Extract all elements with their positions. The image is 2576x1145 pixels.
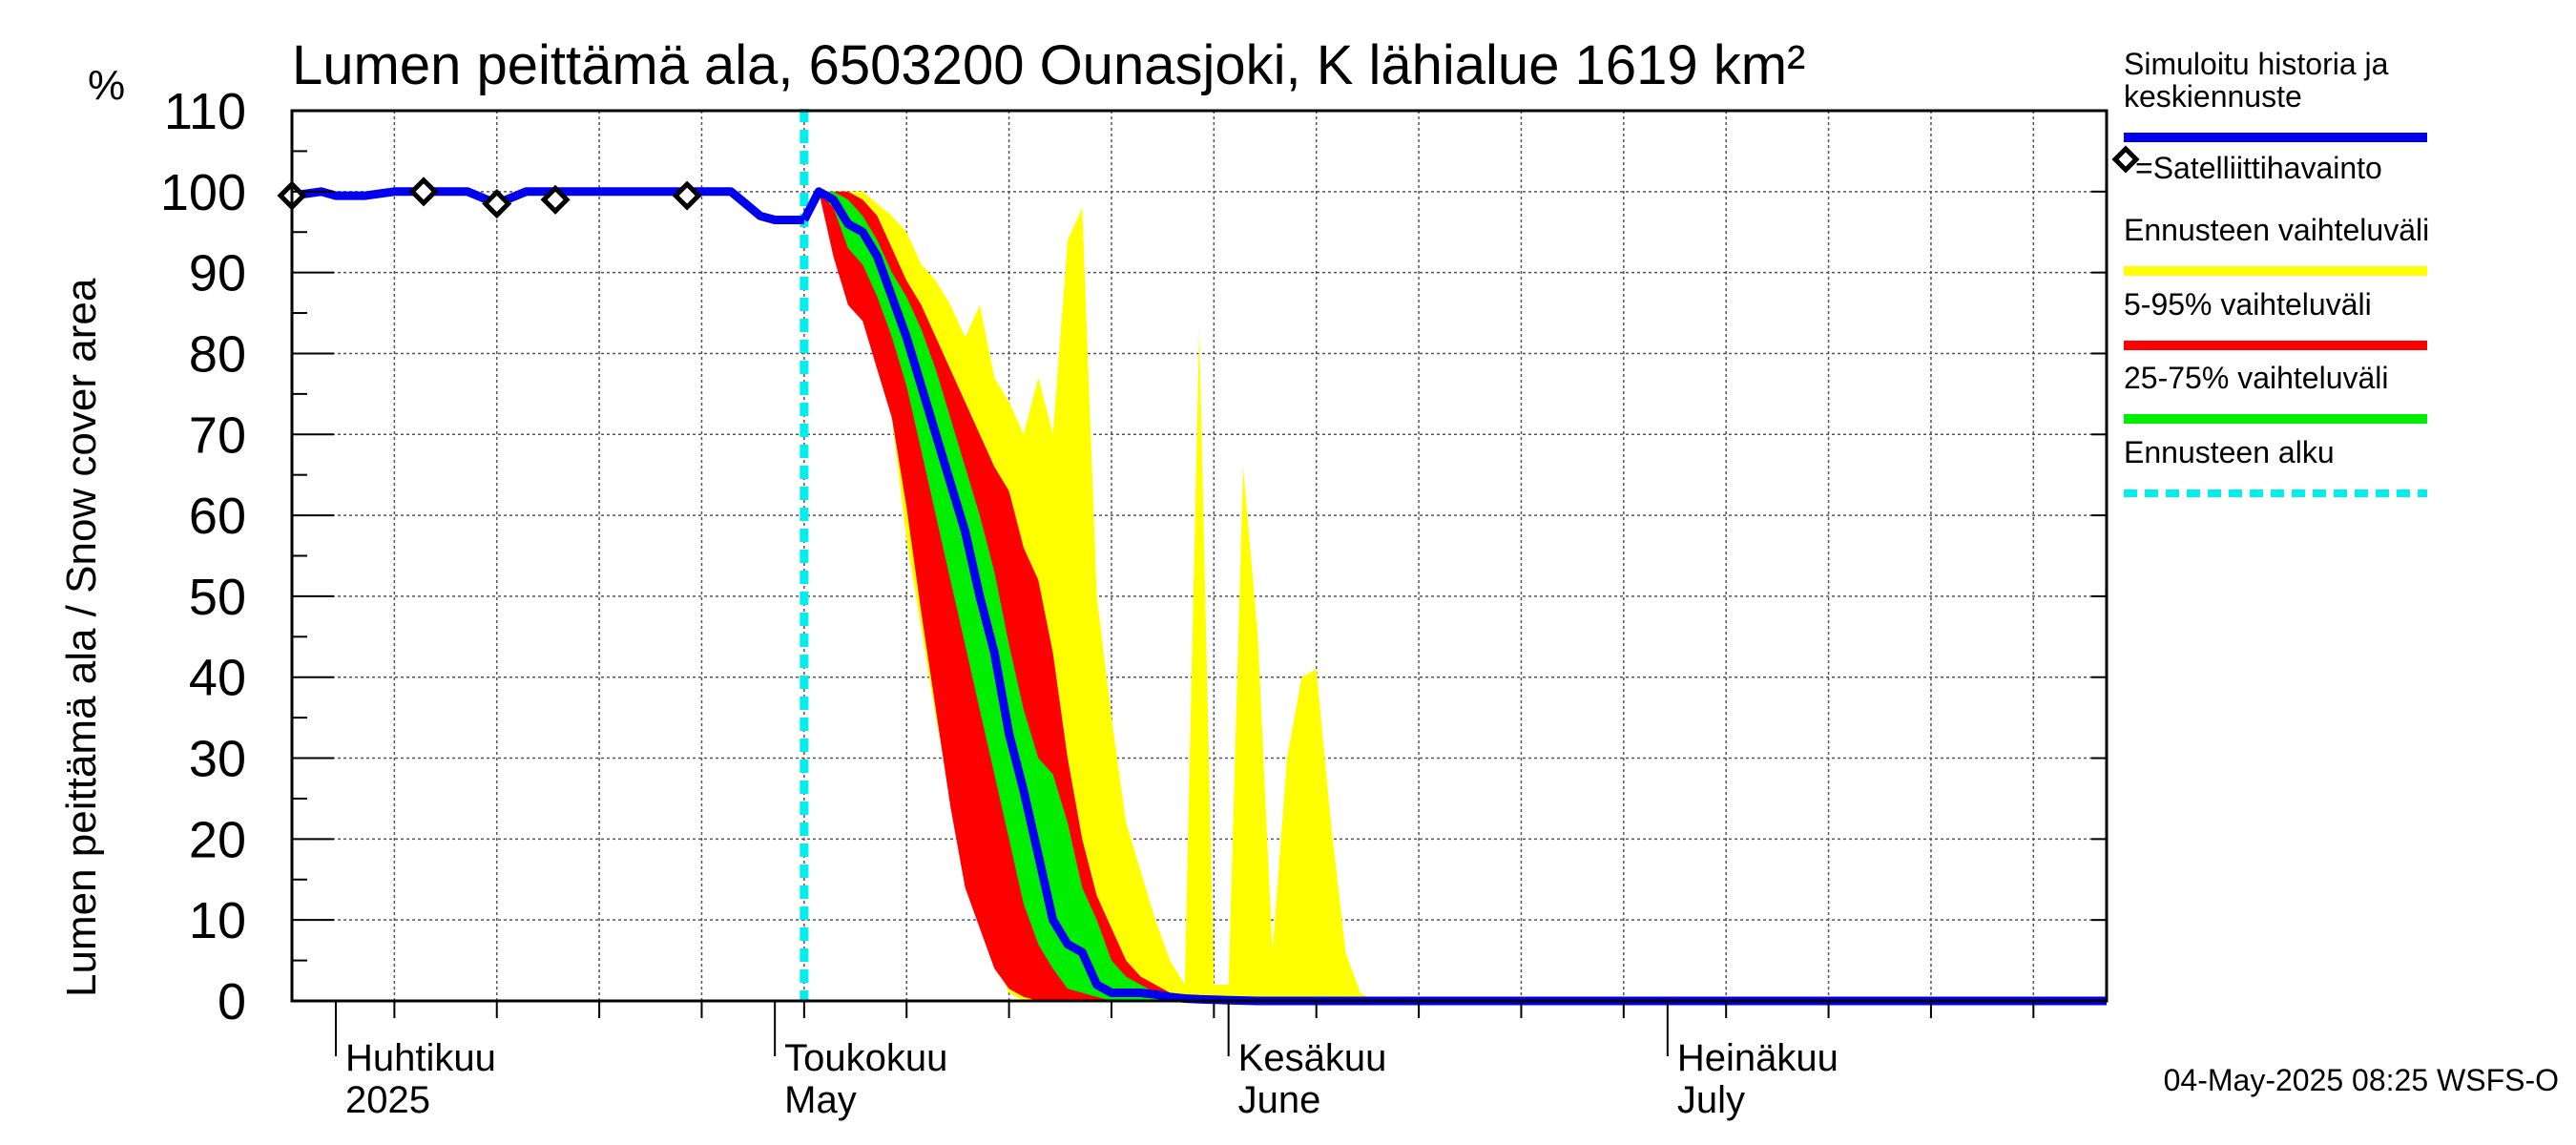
satellite-marker [672,180,702,211]
legend-label: keskiennuste [2124,79,2302,114]
x-month-label-fi: Heinäkuu [1677,1037,1839,1079]
y-axis-unit: % [88,62,125,109]
x-month-label-fi: Kesäkuu [1238,1037,1387,1079]
x-month-label-en: 2025 [345,1079,430,1121]
satellite-marker [482,189,512,219]
forecast-bands [803,191,2107,1002]
y-tick-label: 70 [189,406,246,464]
y-tick-label: 100 [160,164,246,221]
legend-label: Ennusteen alku [2124,435,2335,469]
legend-label: 25-75% vaihteluväli [2124,361,2389,395]
x-month-label-en: July [1677,1079,1745,1121]
plot-frame [290,109,2109,1003]
data-lines [277,109,2107,1006]
y-tick-label: 0 [218,973,246,1030]
x-month-label-en: June [1238,1079,1321,1121]
legend-label: Simuloitu historia ja [2124,47,2389,81]
legend-satellite-marker [2111,145,2140,174]
timestamp-footer: 04-May-2025 08:25 WSFS-O [2164,1063,2559,1097]
x-month-label-fi: Huhtikuu [345,1037,496,1079]
y-tick-label: 110 [164,83,246,140]
legend-label: =Satelliittihavainto [2135,151,2382,185]
history-line [291,187,804,224]
y-tick-label: 80 [189,325,246,383]
y-tick-label: 10 [189,892,246,949]
legend-label: Ennusteen vaihteluväli [2124,213,2429,247]
x-month-label-fi: Toukokuu [784,1037,947,1079]
y-tick-label: 60 [189,488,246,545]
y-tick-label: 20 [189,811,246,868]
y-tick-label: 30 [189,731,246,788]
x-month-label-en: May [784,1079,857,1121]
median-forecast-line [800,187,2107,1006]
y-tick-label: 40 [189,650,246,707]
legend-label: 5-95% vaihteluväli [2124,287,2372,322]
satellite-marker [540,184,571,215]
satellite-marker [408,177,439,207]
ensemble-range-band [803,191,2107,1002]
chart-title: Lumen peittämä ala, 6503200 Ounasjoki, K… [292,34,1805,96]
y-tick-label: 90 [189,245,246,302]
y-tick-label: 50 [189,569,246,626]
y-axis-label: Lumen peittämä ala / Snow cover area [58,278,105,997]
